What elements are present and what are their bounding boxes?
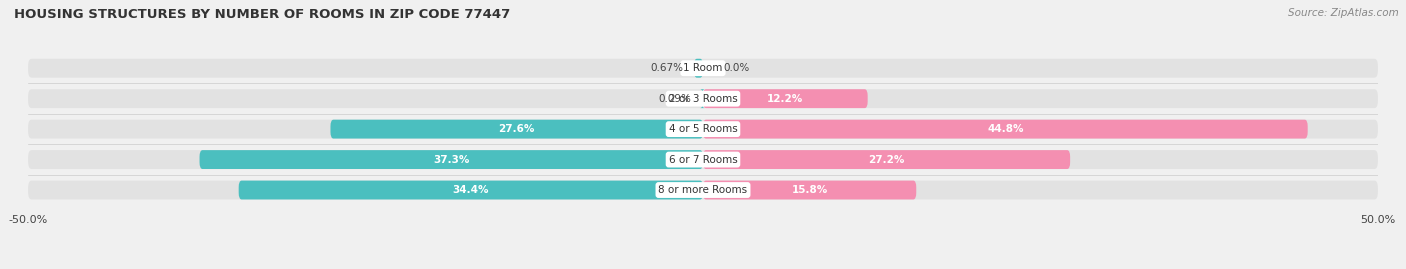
Text: Source: ZipAtlas.com: Source: ZipAtlas.com	[1288, 8, 1399, 18]
FancyBboxPatch shape	[703, 89, 868, 108]
Text: 1 Room: 1 Room	[683, 63, 723, 73]
Text: 12.2%: 12.2%	[768, 94, 803, 104]
Text: 37.3%: 37.3%	[433, 155, 470, 165]
Text: 8 or more Rooms: 8 or more Rooms	[658, 185, 748, 195]
FancyBboxPatch shape	[28, 89, 1378, 108]
Text: HOUSING STRUCTURES BY NUMBER OF ROOMS IN ZIP CODE 77447: HOUSING STRUCTURES BY NUMBER OF ROOMS IN…	[14, 8, 510, 21]
FancyBboxPatch shape	[330, 120, 703, 139]
Text: 2 or 3 Rooms: 2 or 3 Rooms	[669, 94, 737, 104]
Text: 15.8%: 15.8%	[792, 185, 828, 195]
Text: 4 or 5 Rooms: 4 or 5 Rooms	[669, 124, 737, 134]
FancyBboxPatch shape	[239, 180, 703, 200]
Text: 0.67%: 0.67%	[650, 63, 683, 73]
FancyBboxPatch shape	[703, 150, 1070, 169]
Text: 0.09%: 0.09%	[658, 94, 690, 104]
Text: 44.8%: 44.8%	[987, 124, 1024, 134]
FancyBboxPatch shape	[695, 59, 703, 78]
FancyBboxPatch shape	[28, 150, 1378, 169]
Text: 27.2%: 27.2%	[869, 155, 904, 165]
FancyBboxPatch shape	[703, 120, 1308, 139]
Text: 6 or 7 Rooms: 6 or 7 Rooms	[669, 155, 737, 165]
FancyBboxPatch shape	[28, 180, 1378, 200]
FancyBboxPatch shape	[28, 120, 1378, 139]
FancyBboxPatch shape	[700, 89, 704, 108]
FancyBboxPatch shape	[200, 150, 703, 169]
Text: 34.4%: 34.4%	[453, 185, 489, 195]
FancyBboxPatch shape	[28, 59, 1378, 78]
FancyBboxPatch shape	[703, 180, 917, 200]
Text: 0.0%: 0.0%	[723, 63, 749, 73]
Text: 27.6%: 27.6%	[499, 124, 534, 134]
